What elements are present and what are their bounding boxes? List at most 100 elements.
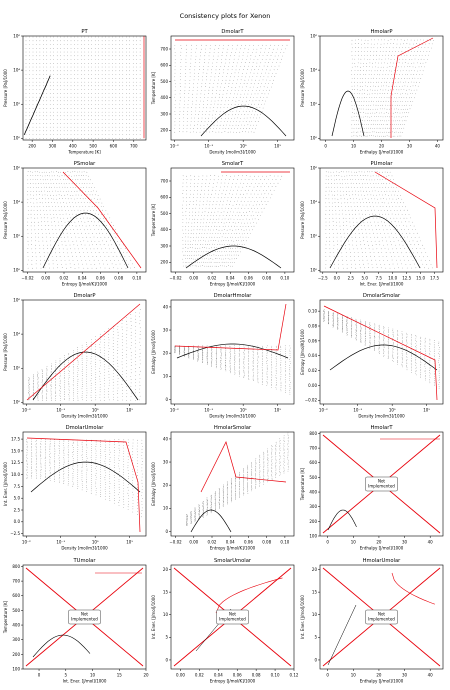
boundary-line: [323, 305, 438, 401]
panel-title: HmolarP: [370, 29, 392, 35]
x-tick-label: 0: [324, 144, 327, 149]
y-tick-label: 400: [12, 622, 20, 627]
y-tick-label: 12.5: [11, 460, 20, 465]
y-tick-label: 10²: [13, 366, 20, 371]
x-tick-label: 10¹: [126, 540, 133, 545]
y-tick-label: 0.04: [308, 353, 317, 358]
x-tick-label: −0.02: [21, 276, 34, 281]
x-tick-label: 0.10: [271, 673, 280, 678]
panel-dmolarhmolar: DmolarHmolar 10⁻² 10⁻¹ 10⁰ 10¹ 0 10 20 30 40 Densi…: [151, 293, 295, 419]
x-axis-label: Density [mol/m3]/1000: [61, 414, 108, 419]
x-tick-label: 0: [326, 540, 329, 545]
y-tick-label: 5: [165, 635, 168, 640]
x-tick-label: 17.5: [430, 276, 439, 281]
boundary-line: [391, 572, 435, 605]
panel-hmolarsmolar: HmolarSmolar −0.02 0.00 0.02 0.04 0.06 0.08 0.1…: [151, 425, 295, 551]
x-tick-label: 0.10: [280, 540, 289, 545]
x-axis-label: Temperature [K]: [67, 150, 101, 155]
x-tick-label: 40: [428, 540, 434, 545]
plot-area: [182, 171, 290, 269]
not-implemented-label: Not: [378, 479, 385, 484]
x-tick-label: 0.04: [226, 540, 235, 545]
plot-area: [186, 432, 289, 533]
x-tick-label: 10.0: [388, 276, 397, 281]
saturation-dome: [42, 212, 129, 269]
axes-frame: [170, 299, 295, 405]
panel-pumolar: PUmolar −2.5 0.0 2.5 5.0 7.5 10.0 12.5 15.0 17.5 1…: [300, 161, 444, 287]
x-tick-label: 10⁰: [240, 408, 247, 413]
saturation-dome: [190, 509, 232, 533]
y-tick-label: 20: [312, 567, 318, 572]
x-tick-label: 10⁰: [240, 144, 247, 149]
y-tick-label: 700: [12, 579, 20, 584]
y-tick-label: 10⁶: [310, 33, 317, 38]
y-axis-label: Int. Ener. [J/mol]/1000: [151, 595, 156, 639]
saturation-dome: [200, 105, 287, 137]
plot-area: [325, 171, 438, 269]
not-implemented-box: [216, 609, 249, 625]
mesh-points: [26, 439, 143, 518]
panel-title: HmolarUmolar: [363, 558, 402, 564]
y-tick-label: 10.0: [11, 472, 20, 477]
x-tick-label: 10⁻²: [170, 144, 179, 149]
y-tick-label: 20: [163, 567, 169, 572]
axes-frame: [22, 167, 147, 273]
plot-area: [331, 37, 434, 138]
x-tick-label: 0.02: [195, 673, 204, 678]
plot-area: [23, 36, 145, 139]
x-tick-label: 20: [376, 540, 382, 545]
y-tick-label: 0: [314, 657, 317, 662]
y-tick-label: 0.0: [14, 519, 21, 524]
y-tick-label: 200: [12, 652, 20, 657]
panel-title: DmolarT: [221, 29, 244, 35]
y-tick-label: 40: [163, 436, 169, 441]
x-tick-label: 20: [379, 144, 385, 149]
x-tick-label: 0.00: [176, 673, 185, 678]
x-tick-label: 7.5: [376, 276, 383, 281]
axes-frame: [170, 431, 295, 537]
y-tick-label: 600: [160, 63, 168, 68]
boundary-line: [215, 577, 283, 614]
y-tick-label: 5: [314, 635, 317, 640]
x-tick-label: 0: [326, 673, 329, 678]
x-tick-label: 12.5: [402, 276, 411, 281]
y-tick-label: 300: [12, 637, 20, 642]
saturation-dome: [185, 245, 282, 269]
x-tick-label: 0.02: [60, 276, 69, 281]
y-tick-label: 10⁴: [310, 200, 317, 205]
y-axis-label: Pressure [Pa]/1000: [3, 201, 8, 239]
x-tick-label: 10⁰: [92, 540, 99, 545]
panel-title: SmolarUmolar: [214, 558, 252, 564]
x-tick-label: 30: [402, 540, 408, 545]
y-tick-label: 600: [160, 195, 168, 200]
y-tick-label: 0: [165, 529, 168, 534]
y-tick-label: 15: [163, 590, 169, 595]
panel-title: TUmolar: [73, 558, 97, 564]
x-tick-label: 0.04: [214, 673, 223, 678]
y-axis-label: Temperature [K]: [151, 203, 156, 237]
x-tick-label: 10¹: [274, 144, 281, 149]
x-tick-label: 5: [65, 673, 68, 678]
x-tick-label: 0.06: [96, 276, 105, 281]
axes-frame: [319, 167, 444, 273]
x-axis-label: Entropy [J/mol/K]/1000: [62, 282, 108, 287]
axes-frame: [170, 35, 295, 141]
x-axis-label: Enthalpy [J/mol]/1000: [360, 679, 404, 684]
y-tick-label: 40: [163, 304, 169, 309]
y-tick-label: 20: [163, 483, 169, 488]
y-axis-label: Pressure [Pa]/1000: [300, 69, 305, 107]
x-tick-label: 10¹: [274, 408, 281, 413]
panel-dmolarp: DmolarP 10⁻² 10⁻¹ 10⁰ 10¹ 10⁰ 10² 10⁴ 10⁶ Density…: [3, 293, 147, 419]
y-tick-label: 10: [312, 612, 318, 617]
y-tick-label: 0: [165, 397, 168, 402]
x-tick-label: 10⁰: [389, 408, 396, 413]
axes-frame: [319, 35, 444, 141]
axes-frame: [170, 167, 295, 273]
panel-title: DmolarUmolar: [66, 425, 105, 431]
x-axis-label: Int. Ener. [J/mol]/1000: [360, 282, 404, 287]
x-tick-label: 2.5: [348, 276, 355, 281]
y-tick-label: 5.0: [14, 496, 21, 501]
axes-frame: [319, 564, 444, 670]
x-tick-label: 0.08: [114, 276, 123, 281]
